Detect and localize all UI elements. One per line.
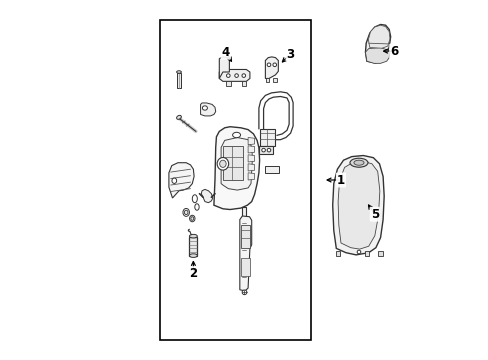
Ellipse shape <box>172 178 176 183</box>
Polygon shape <box>213 127 259 210</box>
Bar <box>226 81 230 86</box>
Ellipse shape <box>219 160 225 167</box>
Polygon shape <box>247 164 254 171</box>
Polygon shape <box>247 155 254 162</box>
Text: 3: 3 <box>286 48 294 60</box>
Text: 1: 1 <box>336 174 345 186</box>
Ellipse shape <box>192 195 197 203</box>
Ellipse shape <box>349 158 367 167</box>
Ellipse shape <box>189 234 197 238</box>
Polygon shape <box>367 25 389 48</box>
Polygon shape <box>200 103 215 116</box>
Bar <box>265 78 269 82</box>
Bar <box>335 251 340 256</box>
Bar <box>242 207 246 288</box>
Polygon shape <box>265 57 278 78</box>
Ellipse shape <box>272 63 276 67</box>
Polygon shape <box>201 189 212 203</box>
Ellipse shape <box>176 71 181 73</box>
Bar <box>265 166 279 173</box>
Bar <box>223 146 242 180</box>
Bar <box>241 258 249 276</box>
Polygon shape <box>247 138 254 145</box>
Text: 5: 5 <box>370 208 378 221</box>
Ellipse shape <box>356 250 360 254</box>
Ellipse shape <box>242 290 246 294</box>
Ellipse shape <box>217 157 228 170</box>
Polygon shape <box>332 156 384 255</box>
Polygon shape <box>219 69 249 81</box>
Bar <box>177 73 181 88</box>
Bar <box>378 251 382 256</box>
Ellipse shape <box>176 115 181 120</box>
Polygon shape <box>365 24 390 63</box>
Ellipse shape <box>189 215 195 222</box>
Polygon shape <box>365 48 389 63</box>
Ellipse shape <box>184 210 187 215</box>
Bar <box>241 81 245 86</box>
Ellipse shape <box>261 148 265 152</box>
Text: 2: 2 <box>189 267 197 280</box>
Ellipse shape <box>232 132 240 138</box>
Ellipse shape <box>202 106 207 110</box>
Polygon shape <box>239 216 251 291</box>
Ellipse shape <box>226 74 230 77</box>
Ellipse shape <box>190 217 193 220</box>
Text: 6: 6 <box>389 45 398 58</box>
Ellipse shape <box>353 160 363 165</box>
Ellipse shape <box>234 74 238 77</box>
Ellipse shape <box>189 254 197 257</box>
Polygon shape <box>247 146 254 153</box>
Bar <box>189 237 197 256</box>
Ellipse shape <box>266 148 270 152</box>
Polygon shape <box>168 163 194 198</box>
Bar <box>259 129 274 146</box>
Ellipse shape <box>266 63 270 67</box>
Bar <box>160 20 310 340</box>
Ellipse shape <box>242 74 245 77</box>
Bar <box>364 251 368 256</box>
Polygon shape <box>221 138 252 190</box>
Bar <box>273 78 276 82</box>
Polygon shape <box>337 161 379 249</box>
Ellipse shape <box>194 204 199 210</box>
Text: 4: 4 <box>221 46 229 59</box>
Bar <box>258 146 272 154</box>
Bar <box>241 225 249 248</box>
Ellipse shape <box>183 208 189 216</box>
Polygon shape <box>247 173 254 180</box>
Polygon shape <box>219 57 229 78</box>
